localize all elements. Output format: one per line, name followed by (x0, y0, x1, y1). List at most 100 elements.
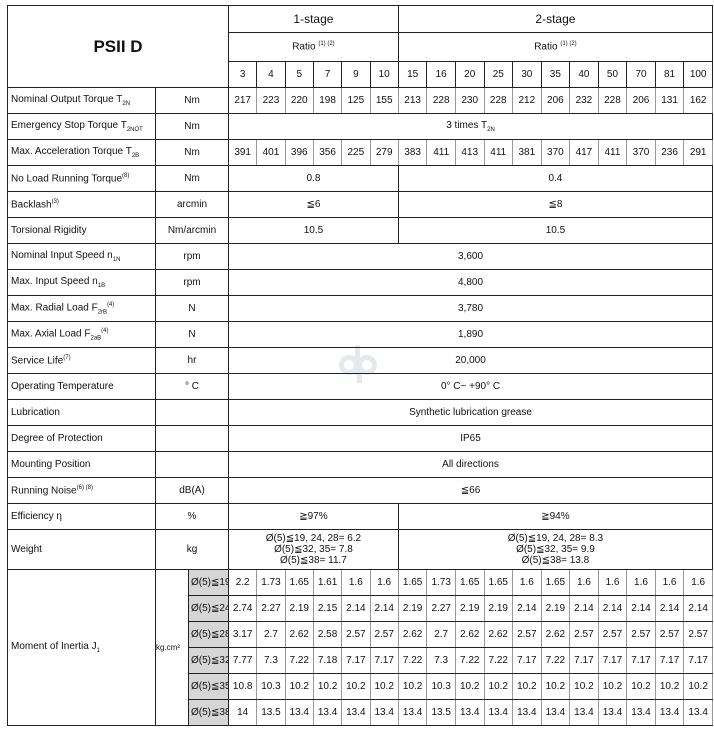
value-cell: 2.14 (512, 595, 542, 622)
value-cell: 2.57 (512, 621, 542, 648)
value-cell: 411 (597, 139, 628, 166)
shaft-diameter: Ø(5)≦28 (187, 621, 230, 648)
value-cell: 10.3 (426, 673, 456, 700)
value-cell: 1.6 (597, 569, 628, 596)
value-cell: 230 (454, 87, 485, 114)
value-cell: 2.19 (397, 595, 428, 622)
value-cell: 13.4 (284, 699, 314, 726)
value-cell: 10.2 (454, 673, 485, 700)
value-cell: 10.2 (626, 673, 656, 700)
inertia-row: Ø(5)≦28 3.17 2.7 2.62 2.58 2.57 2.57 2.62 2.7 2.6… (8, 621, 713, 648)
value-cell: 7.22 (540, 647, 571, 674)
value-cell: 3.17 (228, 621, 258, 648)
shaft-diameter: Ø(5)≦19 (187, 569, 230, 596)
value-cell: 7.77 (228, 647, 258, 674)
row-label: Nominal Input Speed n1N (7, 243, 156, 270)
row-unit: dB(A) (154, 477, 230, 504)
weight-row: Weight kg Ø(5)≦19, 24, 28= 6.2 Ø(5)≦32, 35=… (7, 529, 714, 570)
value-cell: 2.19 (284, 595, 314, 622)
value-all: 20,000 (228, 347, 713, 374)
value-all: 1,890 (228, 321, 713, 348)
row-label: Running Noise(6) (8) (7, 477, 156, 504)
value-cell: 1.6 (626, 569, 656, 596)
spec-table: PSII D 1-stage 2-stage Ratio (1) (2) Rat… (6, 5, 714, 726)
value-cell: 7.17 (369, 647, 399, 674)
value-cell: 291 (683, 139, 713, 166)
row-label: Operating Temperature (7, 373, 156, 400)
value-cell: 13.4 (654, 699, 685, 726)
value-stage-1: 0.8 (228, 165, 399, 192)
ratio-cell: 30 (512, 61, 542, 88)
value-cell: 370 (626, 139, 656, 166)
value-cell: 2.57 (341, 621, 371, 648)
value-cell: 162 (683, 87, 713, 114)
value-cell: 2.57 (369, 621, 399, 648)
row-label: Backlash(3) (7, 191, 156, 218)
row-unit: rpm (154, 269, 230, 296)
spec-row: No Load Running Torque(8) Nm 0.8 0.4 (7, 165, 714, 192)
ratio-cell: 100 (683, 61, 713, 88)
value-cell: 10.2 (284, 673, 314, 700)
shaft-diameter: Ø(5)≦38 (187, 699, 230, 726)
value-cell: 1.61 (312, 569, 343, 596)
value-cell: 2.14 (341, 595, 371, 622)
value-cell: 236 (654, 139, 685, 166)
value-cell: 2.14 (683, 595, 713, 622)
value-cell: 391 (228, 139, 258, 166)
value-cell: 7.3 (426, 647, 456, 674)
shaft-diameter: Ø(5)≦24 (187, 595, 230, 622)
value-cell: 7.3 (256, 647, 286, 674)
value-cell: 2.7 (256, 621, 286, 648)
spec-row: Mounting Position All directions (7, 451, 713, 478)
ratio-cell: 10 (369, 61, 399, 88)
value-cell: 217 (228, 87, 258, 114)
row-label: Torsional Rigidity (7, 217, 156, 244)
row-unit: kg (154, 529, 230, 570)
value-cell: 2.62 (540, 621, 571, 648)
value-cell: 7.22 (397, 647, 428, 674)
value-cell: 2.19 (540, 595, 571, 622)
value-cell: 2.57 (569, 621, 599, 648)
value-cell: 7.17 (626, 647, 656, 674)
value-cell: 279 (369, 139, 399, 166)
value-all: 3,780 (228, 295, 713, 322)
value-cell: 2.62 (284, 621, 314, 648)
value-cell: 417 (569, 139, 599, 166)
row-unit: hr (154, 347, 230, 374)
ratio-values-row: 3 4 5 7 9 10 15 16 20 25 30 35 40 50 70 81 100 (8, 61, 713, 88)
value-cell: 2.58 (312, 621, 343, 648)
row-label: Weight (7, 529, 156, 570)
value-cell: 10.2 (312, 673, 343, 700)
row-label: Max. Axial Load F2aB(4) (7, 321, 156, 348)
value-cell: 1.6 (683, 569, 713, 596)
value-cell: 413 (454, 139, 485, 166)
spec-row: Operating Temperature ° C 0° C~ +90° C (7, 373, 713, 400)
ratio-cell: 70 (626, 61, 656, 88)
row-label: Efficiency η (7, 503, 156, 530)
value-cell: 13.4 (569, 699, 599, 726)
value-cell: 13.4 (597, 699, 628, 726)
row-label: Mounting Position (7, 451, 156, 478)
value-cell: 228 (426, 87, 456, 114)
value-all: IP65 (228, 425, 713, 452)
value-cell: 1.65 (284, 569, 314, 596)
value-stage-2: ≦8 (397, 191, 714, 218)
value-cell: 2.62 (397, 621, 428, 648)
ratio-cell: 7 (312, 61, 343, 88)
value-cell: 2.74 (228, 595, 258, 622)
row-unit: arcmin (154, 191, 230, 218)
value-cell: 2.14 (569, 595, 599, 622)
value-all: All directions (228, 451, 713, 478)
value-cell: 2.57 (626, 621, 656, 648)
value-cell: 13.5 (426, 699, 456, 726)
value-all: Synthetic lubrication grease (228, 399, 713, 426)
value-cell: 1.6 (654, 569, 685, 596)
value-cell: 2.14 (626, 595, 656, 622)
value-cell: 7.17 (683, 647, 713, 674)
row-label: Nominal Output Torque T2N (7, 87, 156, 114)
ratio-header-1: Ratio (1) (2) (228, 32, 399, 62)
value-cell: 383 (397, 139, 428, 166)
value-all: 4,800 (228, 269, 713, 296)
ratio-cell: 5 (284, 61, 314, 88)
value-cell: 10.2 (540, 673, 571, 700)
